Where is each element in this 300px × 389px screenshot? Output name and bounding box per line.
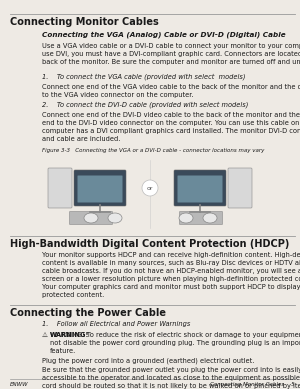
Text: Connect one end of the VGA video cable to the back of the monitor and the other : Connect one end of the VGA video cable t…: [42, 84, 300, 98]
Text: 2.    To connect the DVI-D cable (provided with select models): 2. To connect the DVI-D cable (provided …: [42, 101, 248, 108]
Ellipse shape: [179, 213, 193, 223]
FancyBboxPatch shape: [70, 212, 112, 224]
Text: Connecting Monitor Cables    5: Connecting Monitor Cables 5: [210, 382, 295, 387]
Text: WARNING!: WARNING!: [50, 332, 89, 338]
Text: Connect one end of the DVI-D video cable to the back of the monitor and the othe: Connect one end of the DVI-D video cable…: [42, 112, 300, 142]
Text: Connecting the VGA (Analog) Cable or DVI-D (Digital) Cable: Connecting the VGA (Analog) Cable or DVI…: [42, 31, 286, 38]
Text: Plug the power cord into a grounded (earthed) electrical outlet.: Plug the power cord into a grounded (ear…: [42, 357, 254, 363]
Text: ENWW: ENWW: [10, 382, 28, 387]
Text: Connecting the Power Cable: Connecting the Power Cable: [10, 308, 166, 318]
Text: High-Bandwidth Digital Content Protection (HDCP): High-Bandwidth Digital Content Protectio…: [10, 239, 289, 249]
Text: Figure 3-3   Connecting the VGA or a DVI-D cable - connector locations may vary: Figure 3-3 Connecting the VGA or a DVI-D…: [42, 148, 264, 153]
Ellipse shape: [84, 213, 98, 223]
FancyBboxPatch shape: [179, 212, 223, 224]
Ellipse shape: [203, 213, 217, 223]
Text: 1.    Follow all Electrical and Power Warnings: 1. Follow all Electrical and Power Warni…: [42, 321, 190, 327]
Text: 1.    To connect the VGA cable (provided with select  models): 1. To connect the VGA cable (provided wi…: [42, 73, 245, 80]
FancyBboxPatch shape: [77, 175, 122, 203]
Text: Be sure that the grounded power outlet you plug the power cord into is easily
ac: Be sure that the grounded power outlet y…: [42, 367, 300, 389]
Text: ⚠: ⚠: [42, 332, 52, 338]
FancyBboxPatch shape: [48, 168, 72, 208]
Ellipse shape: [108, 213, 122, 223]
Text: Your monitor supports HDCP and can receive high-definition content. High-definit: Your monitor supports HDCP and can recei…: [42, 252, 300, 298]
FancyBboxPatch shape: [178, 175, 223, 203]
Text: Connecting Monitor Cables: Connecting Monitor Cables: [10, 17, 159, 27]
Text: or: or: [147, 186, 153, 191]
Text: WARNING! To reduce the risk of electric shock or damage to your equipment: Do
no: WARNING! To reduce the risk of electric …: [50, 332, 300, 354]
FancyBboxPatch shape: [228, 168, 252, 208]
Circle shape: [142, 180, 158, 196]
FancyBboxPatch shape: [74, 170, 126, 206]
FancyBboxPatch shape: [174, 170, 226, 206]
Text: Use a VGA video cable or a DVI-D cable to connect your monitor to your computer.: Use a VGA video cable or a DVI-D cable t…: [42, 43, 300, 65]
